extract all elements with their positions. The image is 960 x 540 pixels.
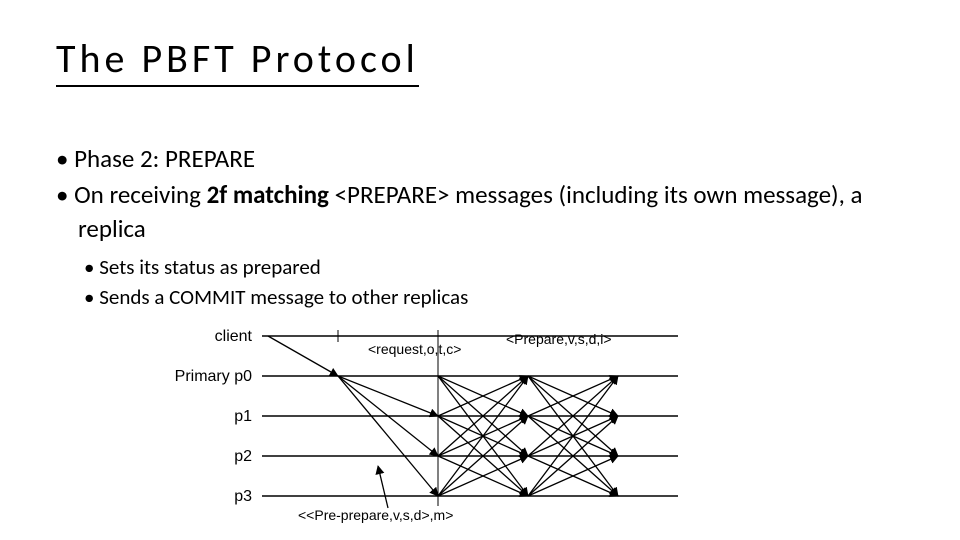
svg-text:client: client <box>215 328 253 345</box>
svg-text:p2: p2 <box>234 448 252 465</box>
pbft-diagram: client Primary p0 p1 p2 p3 <request,o,t,c> <Pr… <box>158 318 718 528</box>
svg-text:<request,o,t,c>: <request,o,t,c> <box>368 341 461 357</box>
bullet-list: Phase 2: PREPARE On receiving 2f matchin… <box>56 142 920 312</box>
svg-text:<<Pre-prepare,v,s,d>,m>: <<Pre-prepare,v,s,d>,m> <box>298 507 453 523</box>
slide-title: The PBFT Protocol <box>56 34 419 87</box>
svg-text:Primary p0: Primary p0 <box>175 368 252 385</box>
svg-text:<Prepare,v,s,d,i>: <Prepare,v,s,d,i> <box>506 331 612 347</box>
subbullet-status: Sets its status as prepared <box>56 253 920 281</box>
svg-text:p1: p1 <box>234 408 252 425</box>
subbullet-commit: Sends a COMMIT message to other replicas <box>56 283 920 311</box>
bullet-receive-bold: 2f matching <box>207 179 329 210</box>
svg-text:p3: p3 <box>234 488 252 505</box>
bullet-phase: Phase 2: PREPARE <box>56 142 920 176</box>
bullet-receive: On receiving 2f matching <PREPARE> messa… <box>56 178 920 246</box>
bullet-receive-pre: On receiving <box>74 179 207 210</box>
